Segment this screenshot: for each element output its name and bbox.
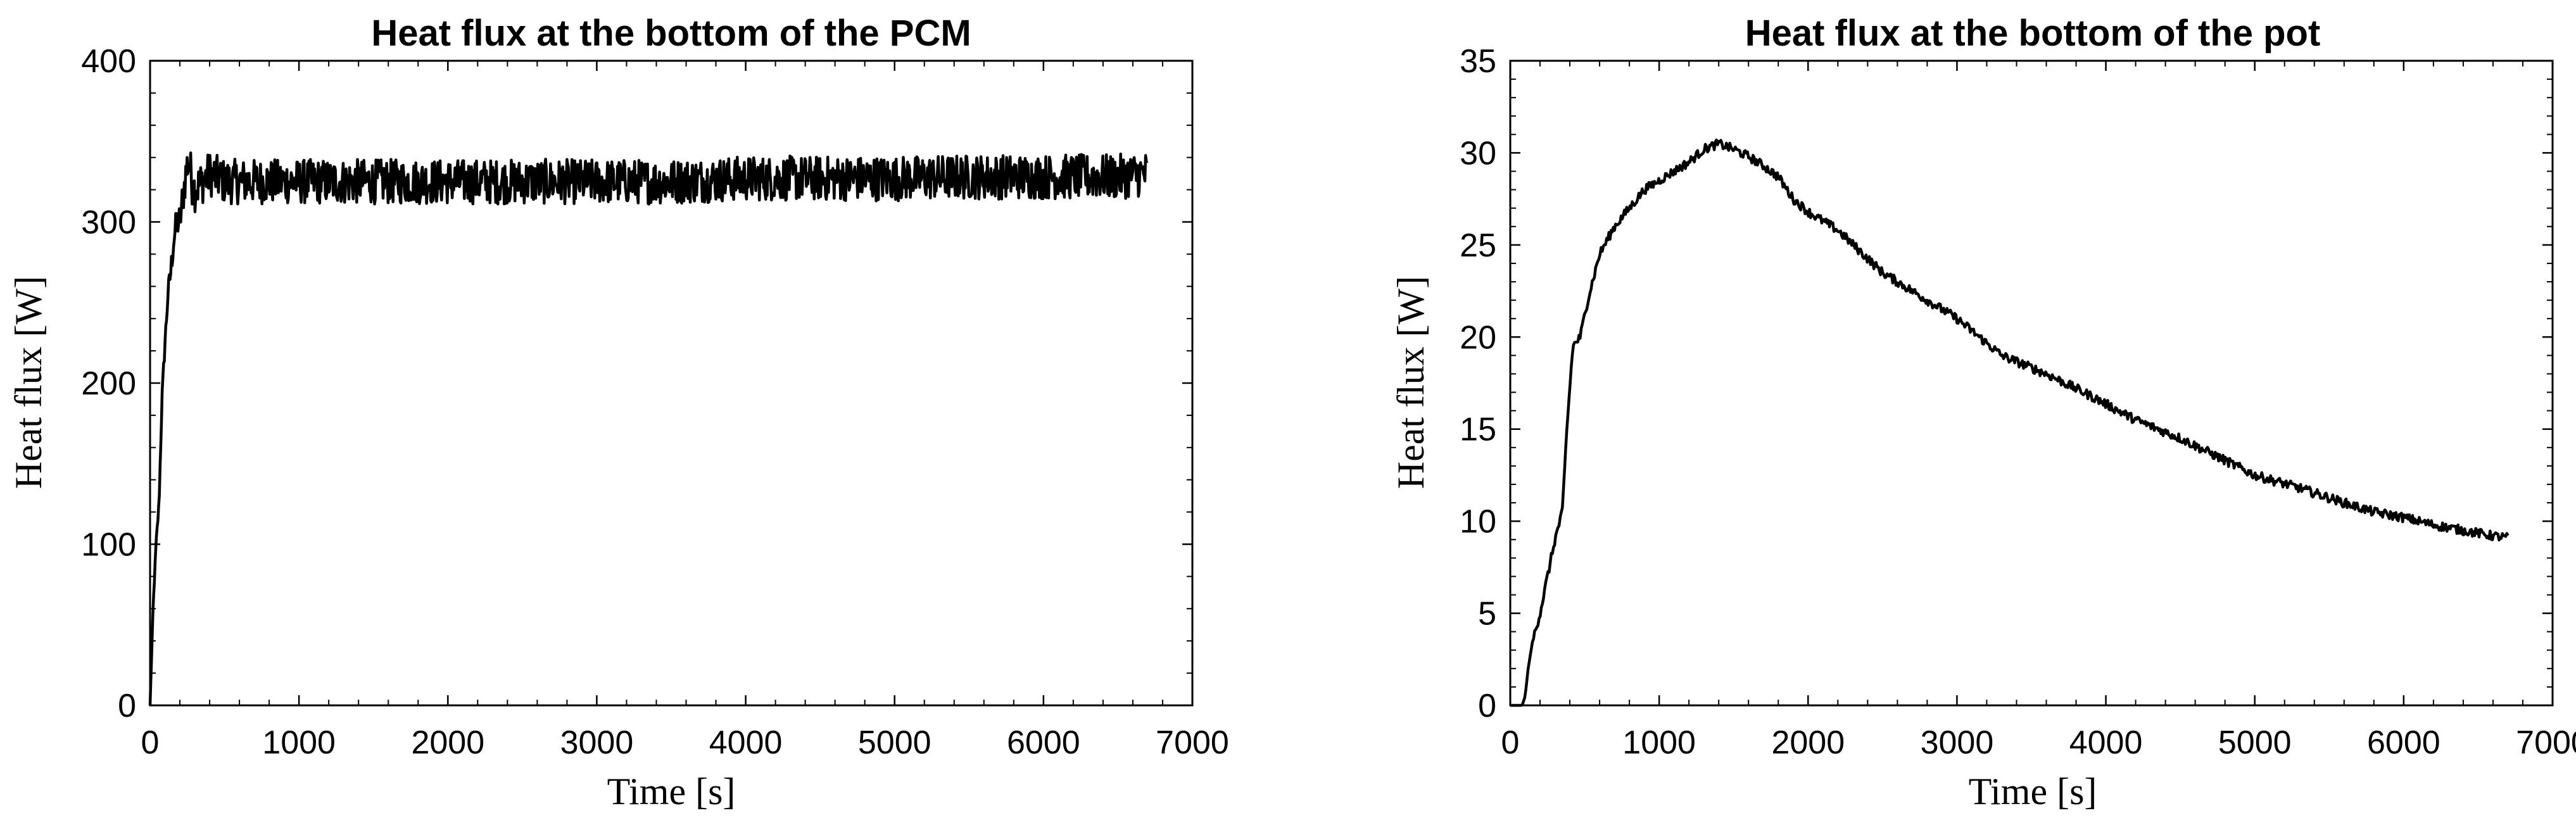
y-tick-label: 35 bbox=[1460, 43, 1496, 80]
y-tick-label: 400 bbox=[81, 43, 136, 80]
x-tick-label: 2000 bbox=[411, 724, 484, 761]
y-tick-label: 300 bbox=[81, 205, 136, 241]
x-tick-label: 6000 bbox=[1007, 724, 1080, 761]
y-tick-label: 25 bbox=[1460, 227, 1496, 264]
plot-frame bbox=[149, 60, 1194, 707]
chart-pot-heat-flux: Heat flux at the bottom of the pot Heat … bbox=[1390, 13, 2576, 812]
x-tick-label: 4000 bbox=[2069, 724, 2143, 761]
y-tick-label: 200 bbox=[81, 365, 136, 402]
x-axis-label: Time [s] bbox=[1969, 771, 2097, 812]
chart-title: Heat flux at the bottom of the PCM bbox=[371, 13, 971, 54]
y-tick-label: 30 bbox=[1460, 135, 1496, 172]
y-axis-label: Heat flux [W] bbox=[1390, 276, 1432, 489]
x-tick-label: 5000 bbox=[858, 724, 931, 761]
chart-title: Heat flux at the bottom of the pot bbox=[1745, 13, 2321, 54]
x-tick-label: 2000 bbox=[1771, 724, 1845, 761]
y-tick-label: 0 bbox=[118, 688, 136, 724]
x-axis-label: Time [s] bbox=[607, 771, 736, 812]
x-tick-label: 3000 bbox=[1921, 724, 1994, 761]
y-tick-label: 0 bbox=[1478, 688, 1496, 724]
x-tick-label: 1000 bbox=[1622, 724, 1696, 761]
x-tick-label: 5000 bbox=[2218, 724, 2292, 761]
y-tick-label: 20 bbox=[1460, 319, 1496, 356]
y-tick-label: 10 bbox=[1460, 503, 1496, 540]
x-tick-label: 1000 bbox=[262, 724, 336, 761]
x-tick-label: 7000 bbox=[1156, 724, 1229, 761]
x-tick-label: 4000 bbox=[709, 724, 783, 761]
y-tick-label: 100 bbox=[81, 527, 136, 564]
y-axis-label: Heat flux [W] bbox=[8, 276, 49, 489]
x-tick-label: 7000 bbox=[2516, 724, 2576, 761]
series-line bbox=[148, 151, 1149, 706]
chart-pcm-heat-flux: Heat flux at the bottom of the PCM Heat … bbox=[8, 13, 1229, 812]
series-line bbox=[1510, 138, 2510, 707]
y-tick-label: 5 bbox=[1478, 596, 1496, 633]
x-tick-label: 6000 bbox=[2367, 724, 2440, 761]
plot-frame bbox=[1509, 60, 2554, 707]
x-tick-label: 3000 bbox=[560, 724, 634, 761]
y-tick-label: 15 bbox=[1460, 412, 1496, 448]
x-tick-label: 0 bbox=[141, 724, 160, 761]
x-tick-label: 0 bbox=[1501, 724, 1520, 761]
